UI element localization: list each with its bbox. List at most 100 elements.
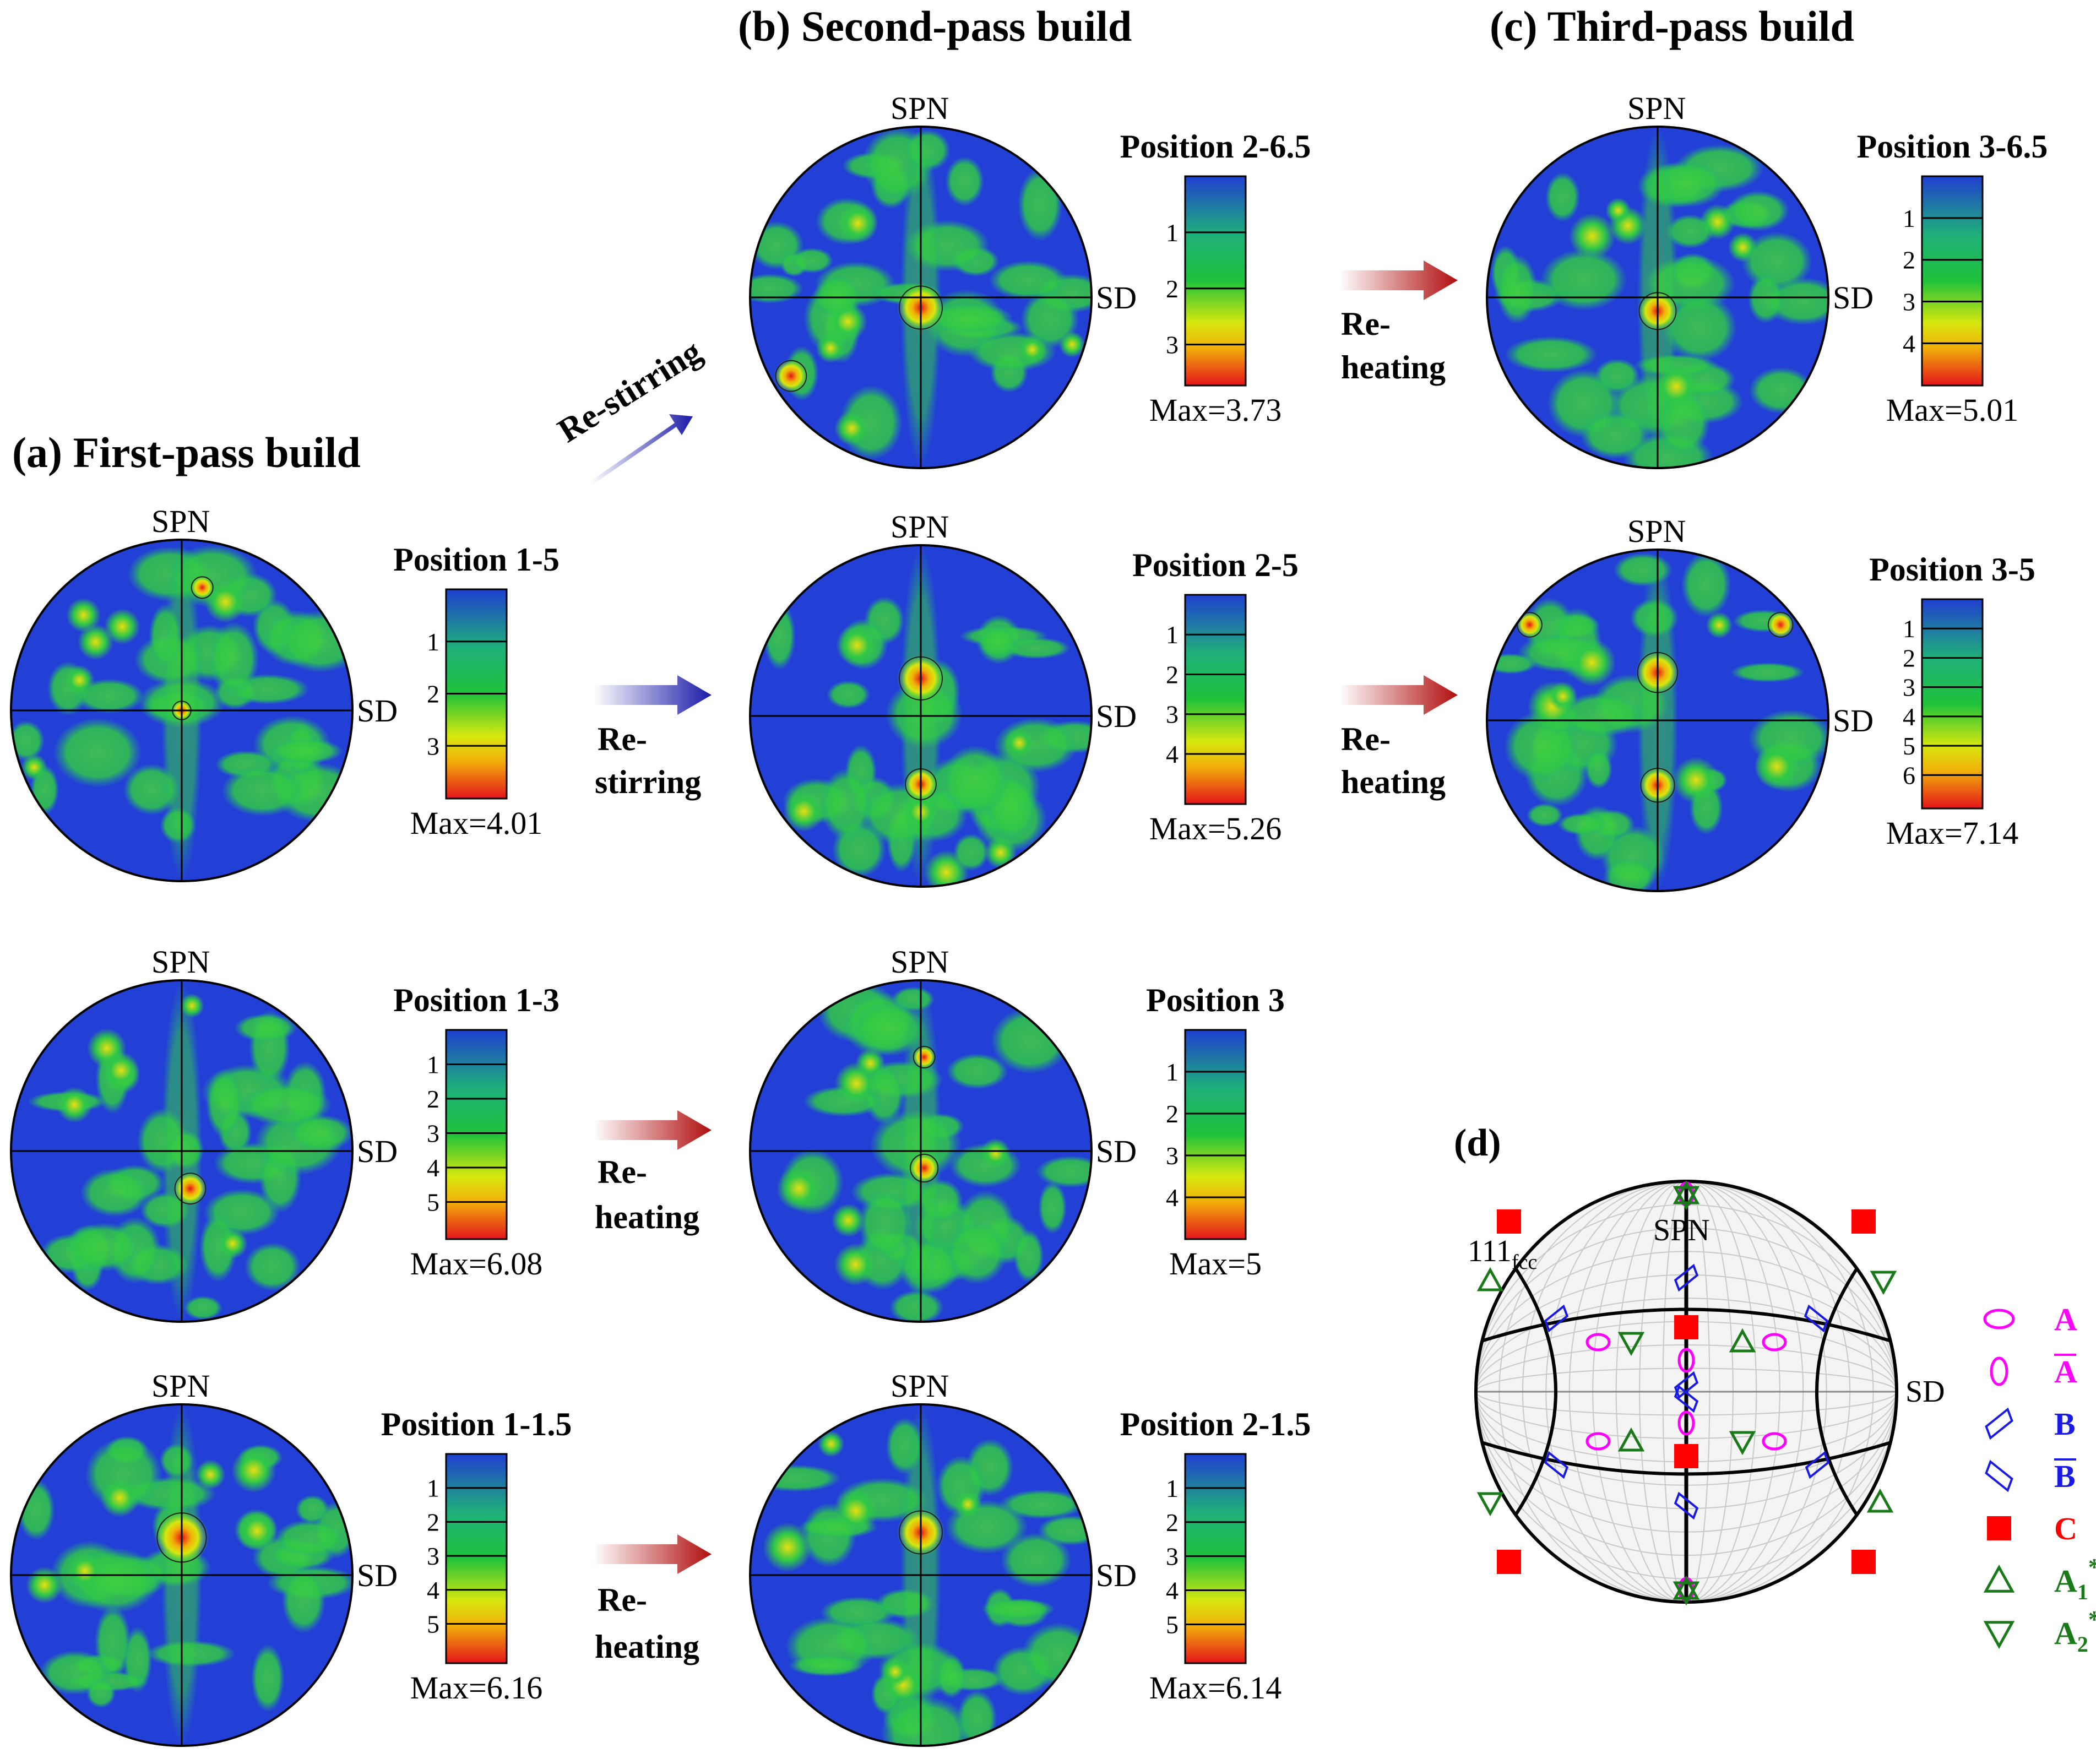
pf-scale-tick-label: 4 bbox=[1166, 740, 1179, 768]
pf-scale-tick-label: 5 bbox=[1903, 732, 1915, 760]
marker-a1-star bbox=[1673, 1575, 1700, 1600]
pf-scale-tick-label: 1 bbox=[1166, 1058, 1179, 1086]
pf-sd-label: SD bbox=[1096, 1557, 1137, 1593]
marker-a2-star bbox=[1729, 1431, 1756, 1456]
stereonet-111-label: 111fcc bbox=[1468, 1234, 1537, 1274]
pole-figure-pf-1-3: SPN SD Position 1-3 1 2 3 4 5 Max=6.08 bbox=[10, 944, 560, 1323]
legend-marker bbox=[1987, 1516, 2011, 1540]
pf-sd-label: SD bbox=[1096, 698, 1137, 734]
pf-position-label: Position 3-6.5 bbox=[1857, 128, 2048, 165]
pf-scale-tick-label: 3 bbox=[1166, 331, 1179, 359]
pf-outline bbox=[749, 544, 1093, 888]
pf-scale-tick-label: 4 bbox=[427, 1154, 439, 1182]
pf-scale-tick-label: 3 bbox=[1903, 288, 1915, 316]
marker-a bbox=[1762, 1333, 1787, 1352]
pf-outline bbox=[1486, 126, 1829, 469]
pf-scale-tick-label: 1 bbox=[427, 628, 439, 656]
pf-spn-label: SPN bbox=[890, 1368, 949, 1404]
pf-scale-tick-label: 3 bbox=[427, 732, 439, 760]
pf-sd-label: SD bbox=[1833, 703, 1874, 739]
pf-position-label: Position 2-6.5 bbox=[1120, 128, 1311, 165]
pf-scale-tick-label: 3 bbox=[1166, 1543, 1179, 1571]
pf-max-label: Max=5.26 bbox=[1149, 811, 1282, 846]
legend-item: B bbox=[1985, 1458, 2076, 1494]
pole-figure-pf-2-1.5: SPN SD Position 2-1.5 1 2 3 4 5 Max=6.14 bbox=[749, 1368, 1311, 1747]
pf-outline bbox=[10, 1403, 354, 1747]
marker-a bbox=[1762, 1432, 1787, 1451]
marker-b-bar bbox=[1674, 1385, 1699, 1413]
pf-color-scale bbox=[1184, 1453, 1247, 1664]
pf-outline bbox=[10, 979, 354, 1323]
arrow-label-re: Re- bbox=[1341, 721, 1391, 757]
pf-scale-tick-label: 3 bbox=[427, 1542, 439, 1570]
pf-spn-label: SPN bbox=[151, 944, 210, 980]
marker-a2-star bbox=[1870, 1271, 1897, 1295]
legend-marker bbox=[1990, 1356, 2008, 1386]
pf-scale-tick-label: 3 bbox=[1903, 674, 1915, 702]
legend-item: A bbox=[1983, 1301, 2077, 1337]
pf-scale-tick-label: 6 bbox=[1903, 761, 1915, 789]
pole-figure-pf-2-5: SPN SD Position 2-5 1 2 3 4 Max=5.26 bbox=[749, 509, 1299, 888]
pf-position-label: Position 1-3 bbox=[393, 982, 560, 1018]
arrow-label-re: Re- bbox=[598, 1154, 647, 1190]
pf-spn-label: SPN bbox=[1627, 90, 1686, 126]
legend-item: A bbox=[1990, 1354, 2077, 1390]
pf-scale-tick-label: 1 bbox=[1166, 1474, 1179, 1502]
pf-scale-tick-label: 4 bbox=[1166, 1184, 1179, 1212]
marker-a-bar bbox=[1677, 1348, 1695, 1373]
legend-marker bbox=[1983, 1309, 2015, 1329]
pf-max-label: Max=3.73 bbox=[1149, 392, 1282, 428]
pf-sd-label: SD bbox=[1833, 280, 1874, 316]
pf-scale-tick-label: 5 bbox=[427, 1610, 439, 1638]
pf-color-scale bbox=[1921, 175, 1984, 387]
legend-marker bbox=[1983, 1564, 2015, 1593]
pole-figure-pf-3: SPN SD Position 3 1 2 3 4 Max=5 bbox=[749, 944, 1285, 1323]
pf-position-label: Position 1-1.5 bbox=[381, 1406, 572, 1442]
marker-c bbox=[1497, 1209, 1521, 1234]
stereonet-111-main: 111 bbox=[1468, 1234, 1512, 1268]
pf-spn-label: SPN bbox=[1627, 513, 1686, 549]
title-c: (c) Third-pass build bbox=[1490, 2, 1854, 50]
pf-outline bbox=[749, 126, 1093, 469]
pf-scale-tick-label: 2 bbox=[1166, 1508, 1179, 1537]
legend-marker bbox=[1985, 1459, 2013, 1492]
pf-scale-tick-label: 1 bbox=[427, 1051, 439, 1079]
pole-figure-pf-1-1.5: SPN SD Position 1-1.5 1 2 3 4 5 Max=6.16 bbox=[10, 1368, 572, 1747]
stereonet-sd-label: SD bbox=[1905, 1375, 1945, 1409]
stereonet-111-sub: fcc bbox=[1512, 1251, 1537, 1274]
legend-marker bbox=[1985, 1407, 2013, 1440]
marker-c bbox=[1674, 1315, 1698, 1339]
marker-b bbox=[1674, 1371, 1699, 1399]
pf-scale-tick-label: 4 bbox=[1166, 1577, 1179, 1605]
marker-c bbox=[1851, 1550, 1876, 1574]
pf-spn-label: SPN bbox=[890, 509, 949, 545]
pf-scale-tick-label: 3 bbox=[1166, 701, 1179, 729]
pf-intensity-peak bbox=[190, 576, 214, 600]
pf-sd-label: SD bbox=[357, 1557, 398, 1593]
marker-b-bar bbox=[1804, 1304, 1829, 1333]
pf-scale-tick-label: 5 bbox=[427, 1188, 439, 1217]
pf-position-label: Position 3 bbox=[1146, 982, 1285, 1018]
legend-label: A bbox=[2054, 1354, 2077, 1390]
arrow-label-re: Re- bbox=[1341, 306, 1391, 342]
marker-a1-star bbox=[1866, 1488, 1894, 1513]
arrow-label-heating: heating bbox=[595, 1199, 699, 1235]
pf-scale-tick-label: 4 bbox=[427, 1576, 439, 1604]
pf-max-label: Max=6.14 bbox=[1149, 1670, 1282, 1706]
marker-a bbox=[1585, 1333, 1611, 1352]
pf-scale-tick-label: 3 bbox=[1166, 1142, 1179, 1170]
pf-scale-tick-label: 4 bbox=[1903, 329, 1915, 357]
pf-spn-label: SPN bbox=[890, 90, 949, 126]
marker-a2-star bbox=[1673, 1186, 1700, 1211]
marker-c bbox=[1851, 1209, 1876, 1234]
marker-a1-star bbox=[1729, 1328, 1756, 1353]
title-a: (a) First-pass build bbox=[12, 428, 361, 476]
pf-color-scale bbox=[1184, 594, 1247, 805]
arrow-re-stirring: Re- stirring bbox=[594, 675, 712, 800]
pf-position-label: Position 2-5 bbox=[1132, 547, 1299, 583]
arrow-label-re-stirring-diag: Re-stirring bbox=[551, 333, 708, 450]
arrow-label-re: Re- bbox=[598, 721, 647, 757]
